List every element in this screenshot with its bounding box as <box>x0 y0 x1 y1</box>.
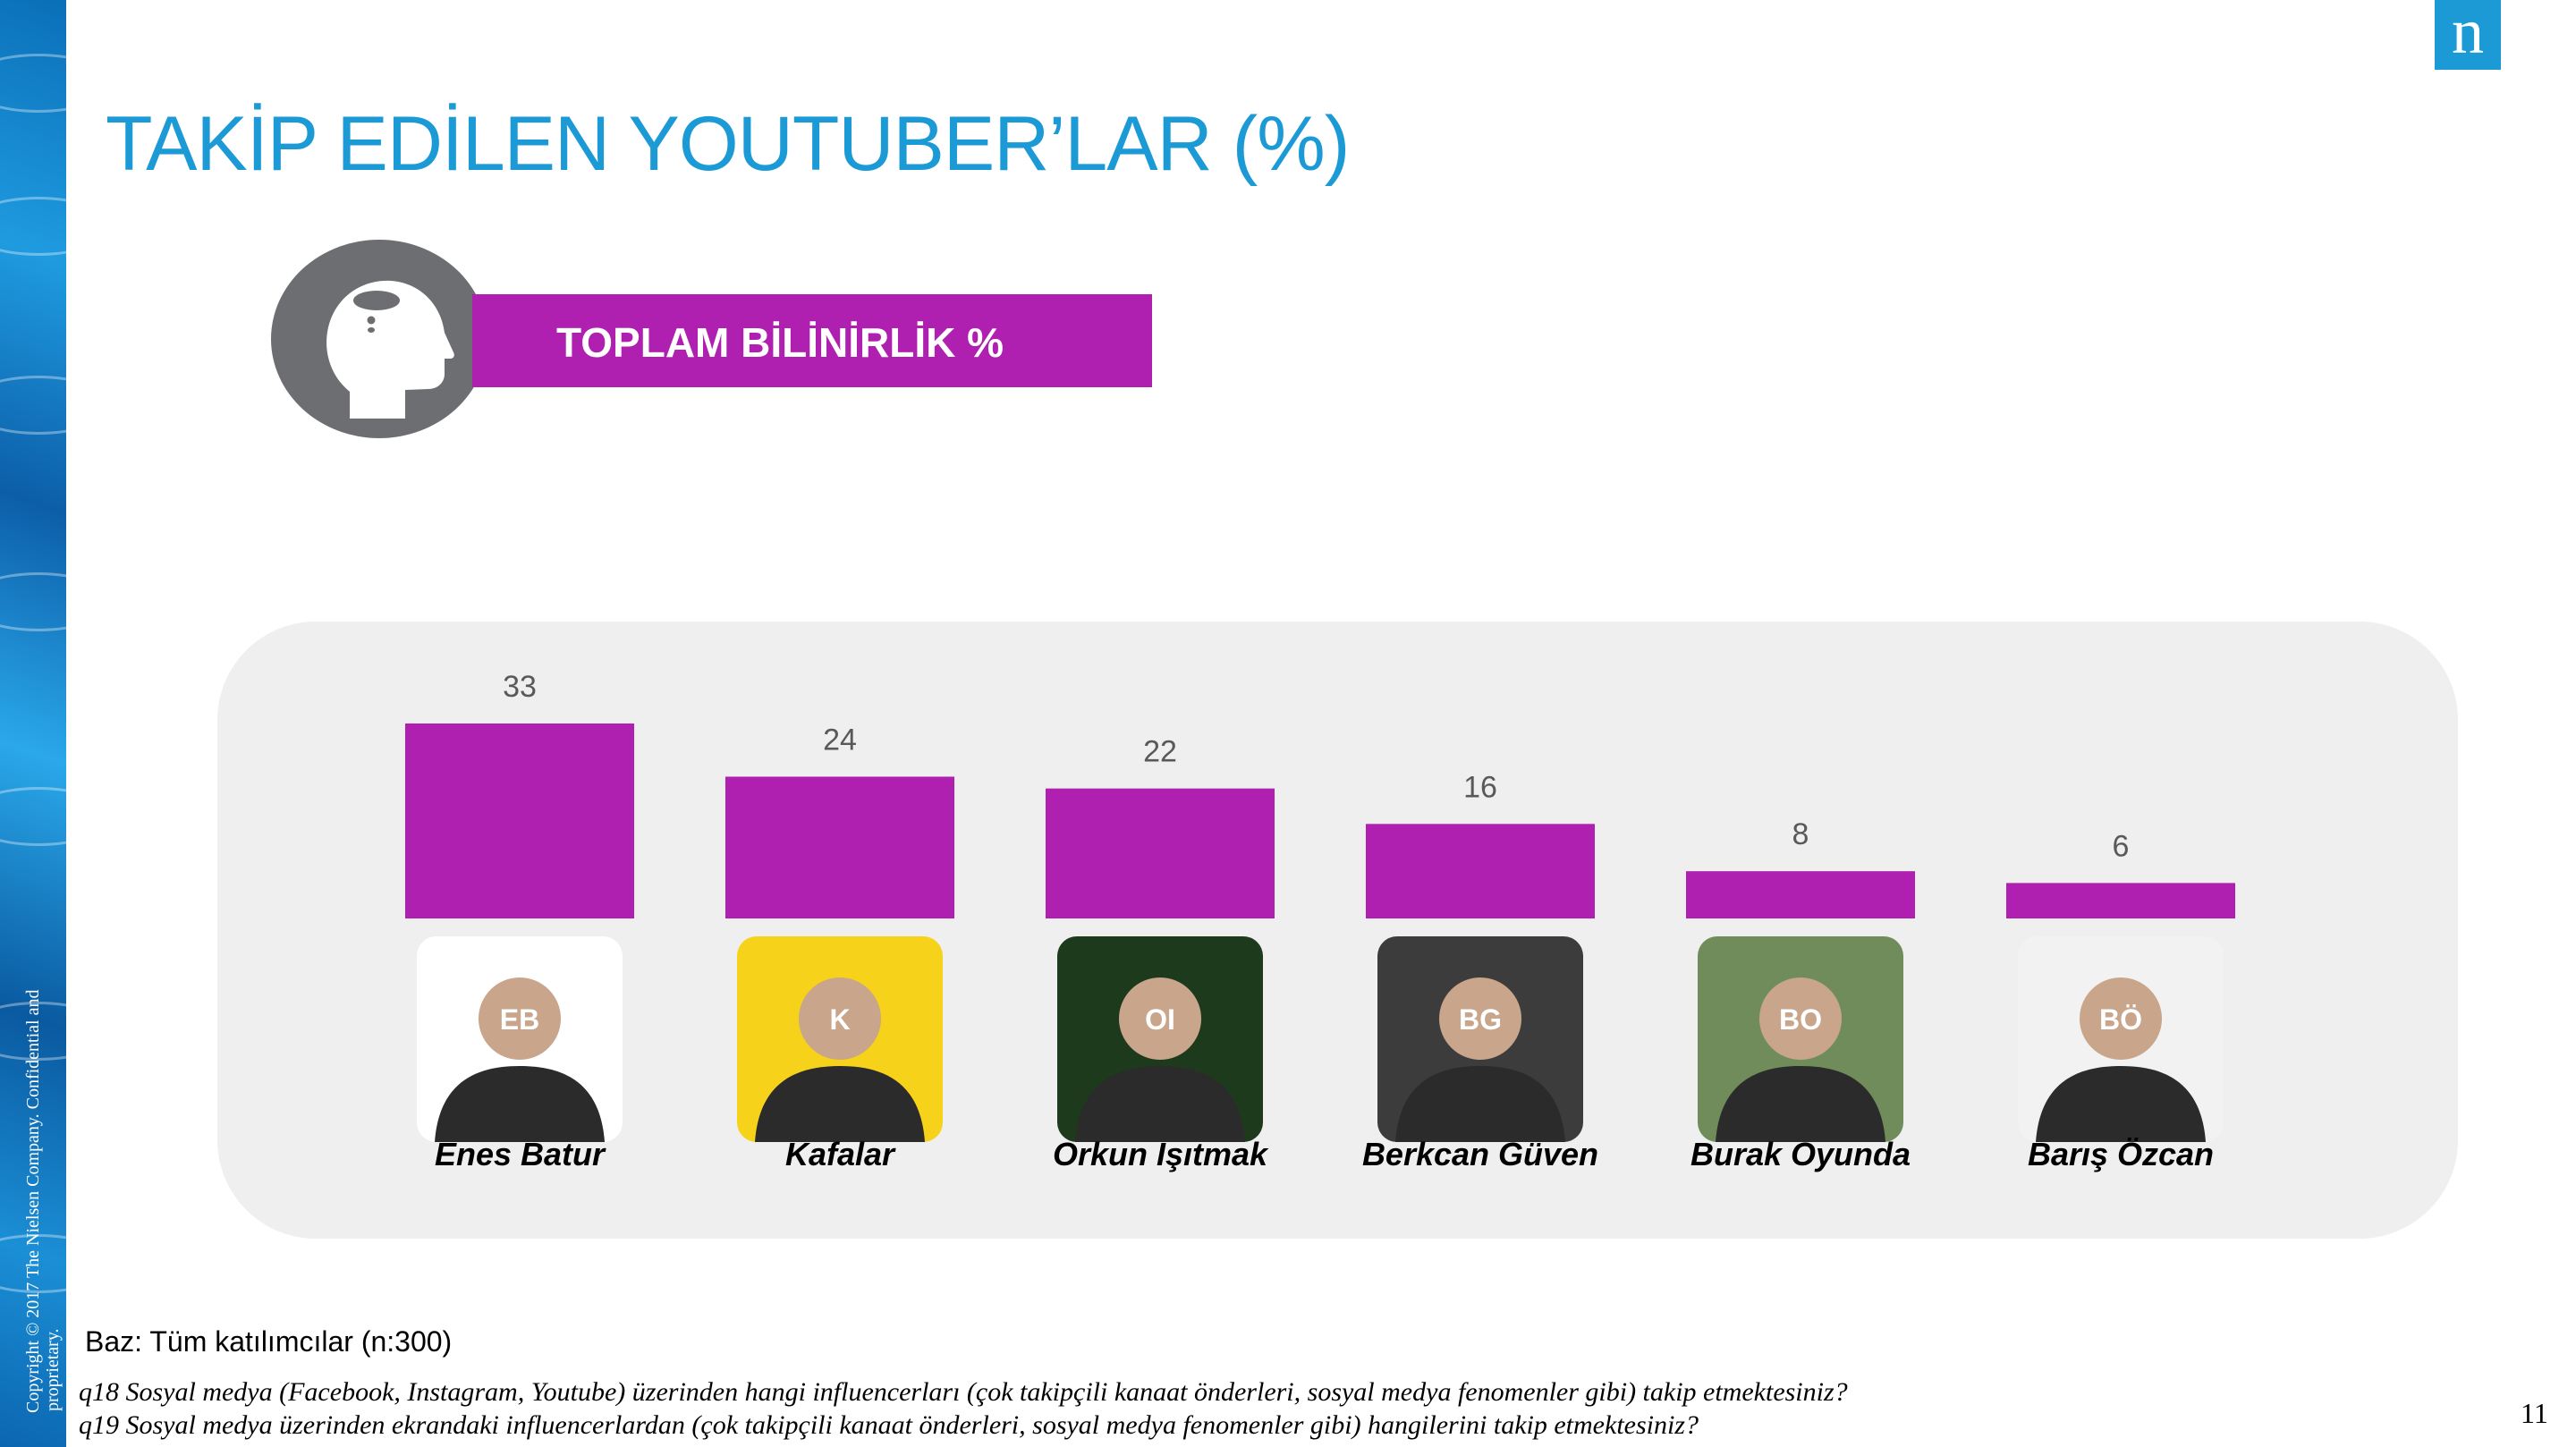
bar-berkcan-guven <box>1366 824 1595 918</box>
banner-label: TOPLAM BİLİNİRLİK % <box>556 319 1004 366</box>
base-note: Baz: Tüm katılımcılar (n:300) <box>85 1325 453 1358</box>
nielsen-logo: n <box>2435 0 2501 70</box>
page-number: 11 <box>2521 1397 2548 1429</box>
svg-text:OI: OI <box>1145 1003 1175 1036</box>
data-label-kafalar: 24 <box>823 723 857 757</box>
avatar-baris-ozcan: BÖ <box>2018 936 2224 1142</box>
avatar-orkun-isitmak: OI <box>1057 936 1263 1142</box>
category-label-baris-ozcan: Barış Özcan <box>2028 1136 2214 1172</box>
bar-orkun-isitmak <box>1046 788 1275 918</box>
category-label-berkcan-guven: Berkcan Güven <box>1362 1136 1598 1172</box>
avatar-enes-batur: EB <box>417 936 623 1142</box>
category-label-burak-oyunda: Burak Oyunda <box>1690 1136 1911 1172</box>
svg-text:BG: BG <box>1459 1003 1502 1036</box>
category-label-enes-batur: Enes Batur <box>435 1136 606 1172</box>
avatar-berkcan-guven: BG <box>1377 936 1583 1142</box>
category-label-orkun-isitmak: Orkun Işıtmak <box>1053 1136 1269 1172</box>
bar-kafalar <box>725 776 954 918</box>
data-label-burak-oyunda: 8 <box>1792 817 1809 851</box>
head-thought-icon <box>271 240 487 438</box>
section-banner <box>472 294 1152 387</box>
page-title: TAKİP EDİLEN YOUTUBER’LAR (%) <box>106 101 1350 187</box>
svg-text:EB: EB <box>500 1003 539 1036</box>
bar-baris-ozcan <box>2006 883 2235 918</box>
side-decor-strip: Copyright © 2017 The Nielsen Company. Co… <box>0 0 66 1447</box>
data-label-enes-batur: 33 <box>503 670 537 704</box>
category-label-kafalar: Kafalar <box>785 1136 896 1172</box>
footnote-q18: q18 Sosyal medya (Facebook, Instagram, Y… <box>79 1377 1848 1407</box>
svg-text:BO: BO <box>1779 1003 1822 1036</box>
data-label-orkun-isitmak: 22 <box>1143 735 1177 769</box>
avatar-burak-oyunda: BO <box>1698 936 1903 1142</box>
avatar-kafalar: K <box>737 936 943 1142</box>
footnote-q19: q19 Sosyal medya üzerinden ekrandaki inf… <box>79 1410 1699 1440</box>
bar-enes-batur <box>405 724 634 918</box>
svg-text:K: K <box>829 1003 850 1036</box>
data-label-berkcan-guven: 16 <box>1463 770 1497 804</box>
data-label-baris-ozcan: 6 <box>2113 829 2130 863</box>
svg-text:BÖ: BÖ <box>2099 1003 2142 1036</box>
bar-burak-oyunda <box>1686 871 1915 918</box>
